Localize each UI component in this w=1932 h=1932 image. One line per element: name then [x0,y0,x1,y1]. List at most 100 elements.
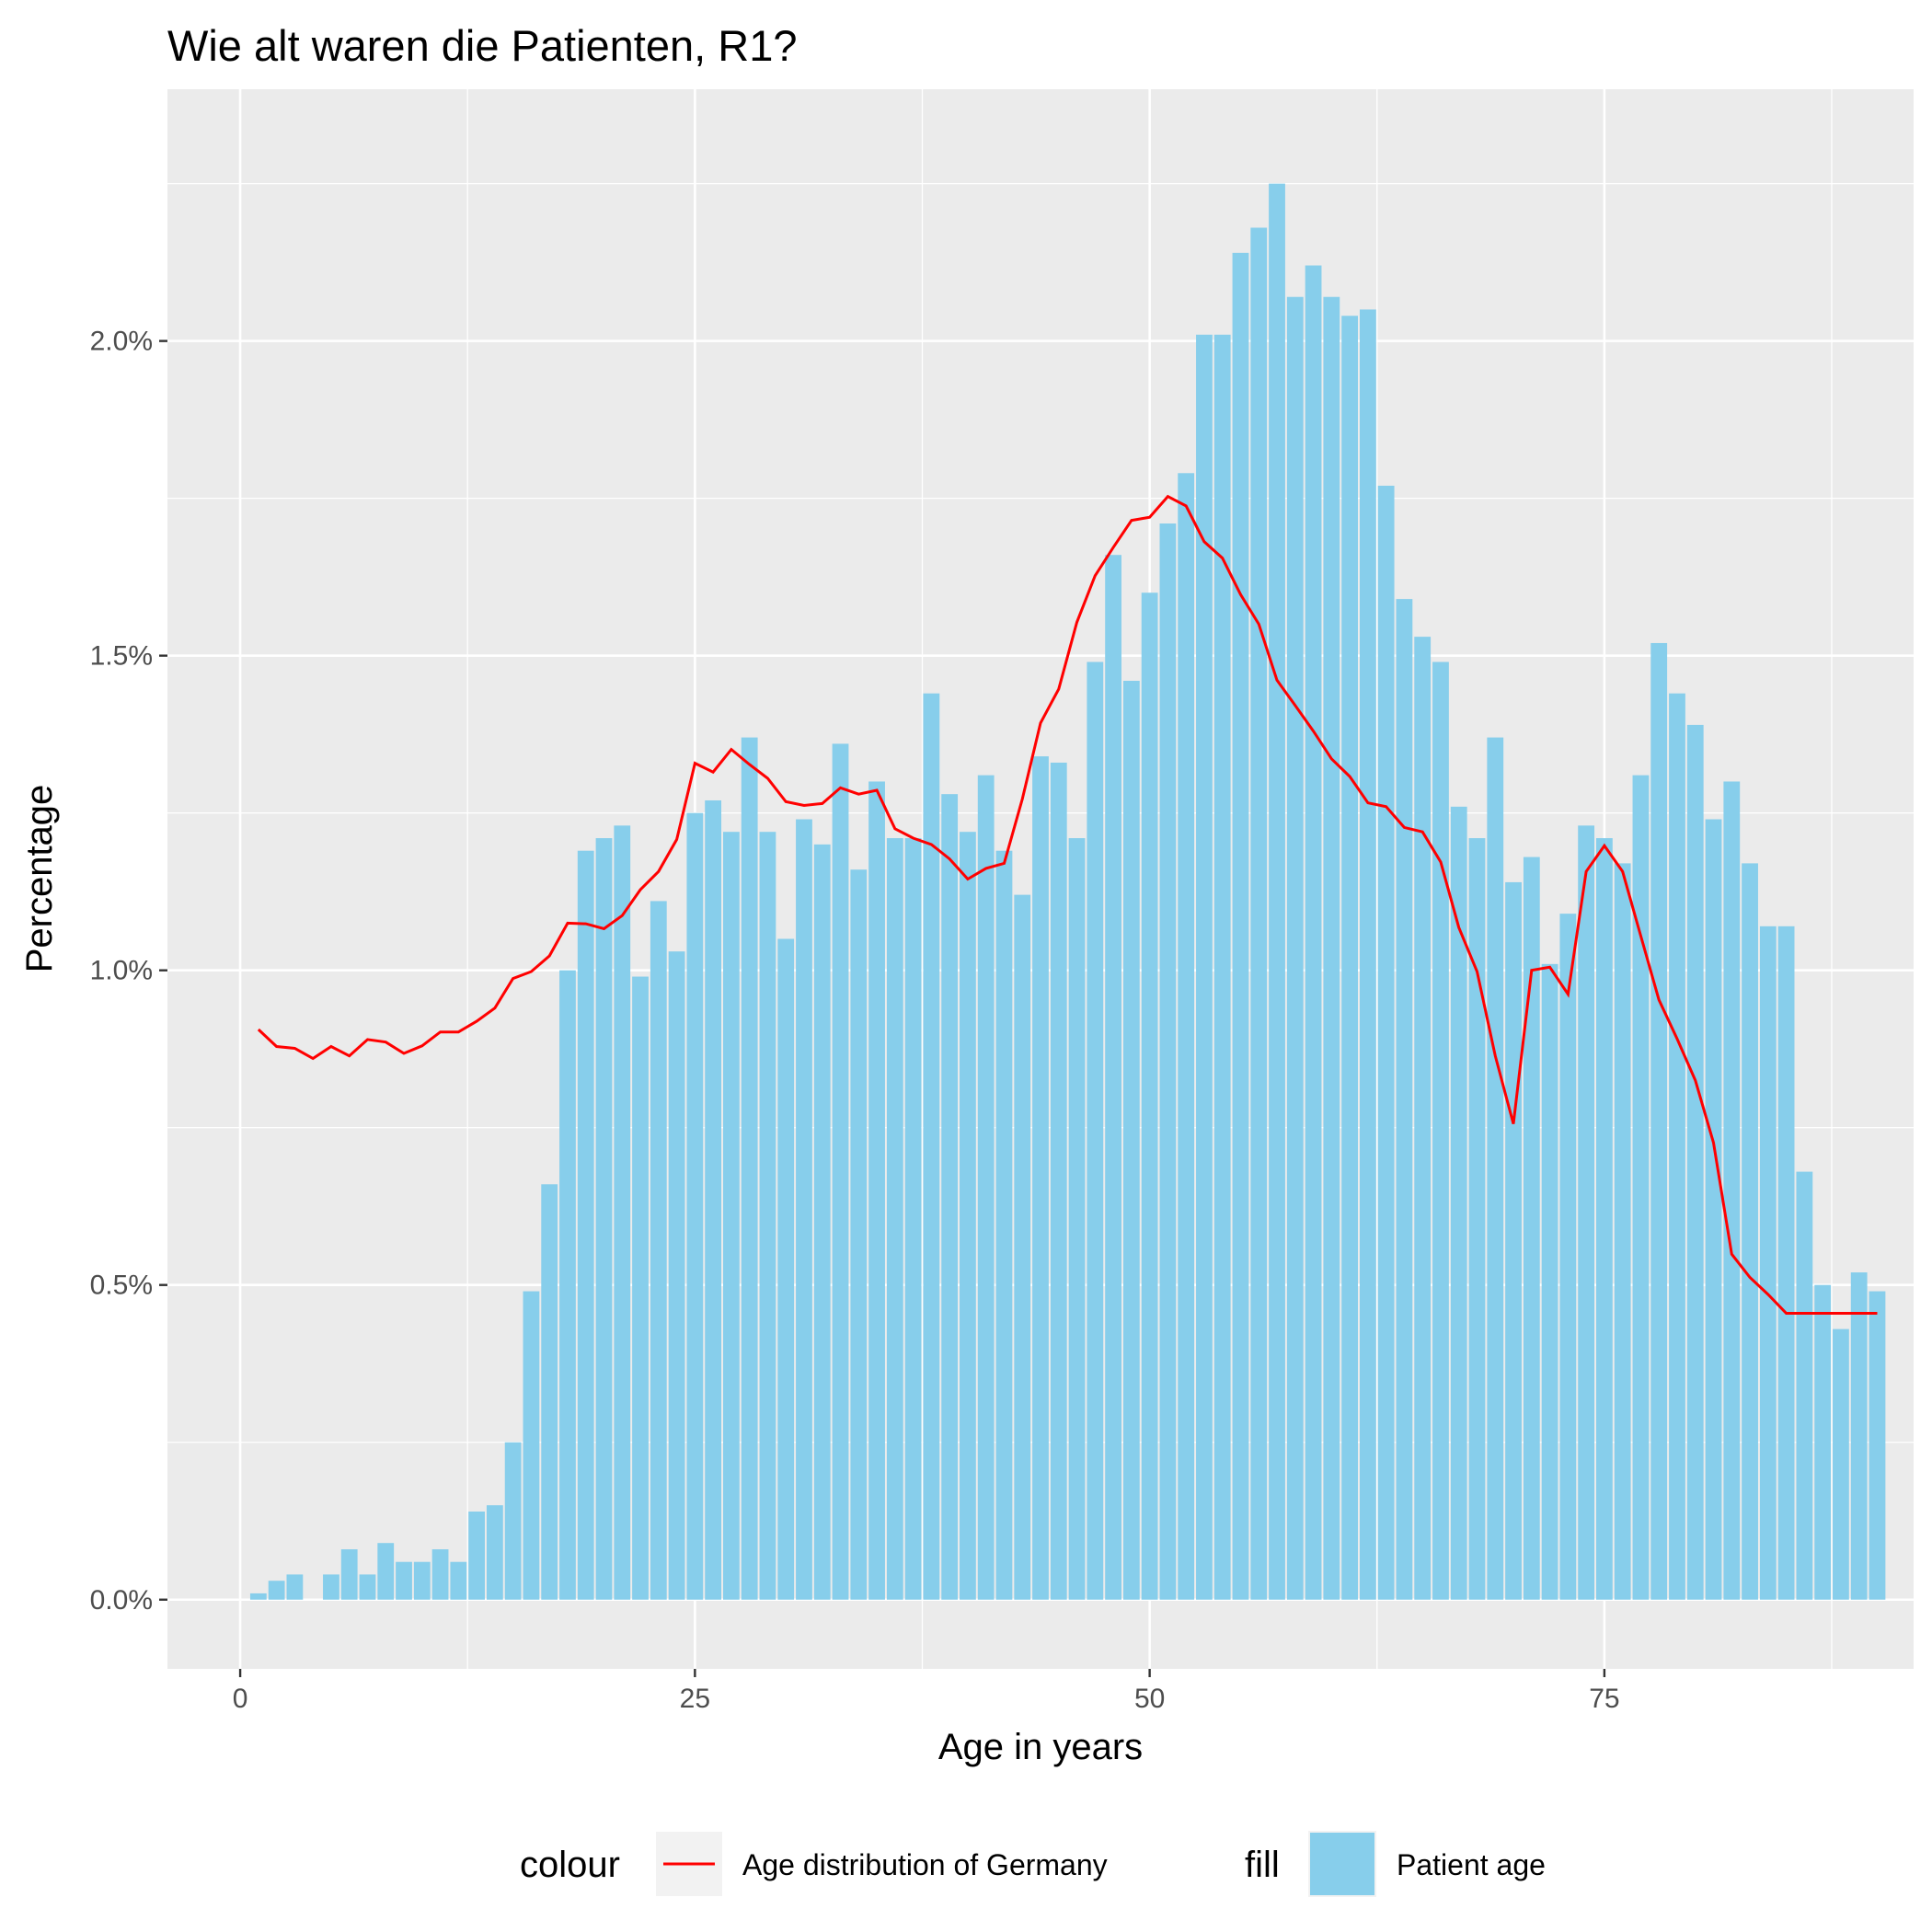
bar-age-64 [1396,599,1413,1600]
bar-age-19 [577,850,594,1600]
bar-age-68 [1468,838,1486,1600]
bar-age-79 [1669,693,1685,1600]
x-axis-title: Age in years [938,1727,1143,1767]
legend-fill-label: Patient age [1397,1848,1546,1881]
bar-age-50 [1141,592,1158,1600]
bar-age-41 [977,775,995,1600]
bar-age-77 [1632,775,1650,1600]
bar-age-16 [523,1291,540,1600]
bar-age-15 [504,1442,522,1600]
bar-age-74 [1578,825,1595,1600]
bar-age-76 [1614,863,1631,1600]
bar-age-73 [1559,914,1577,1600]
x-axis-ticks: 0 25 50 75 [233,1669,1620,1714]
bar-age-34 [850,869,868,1600]
y-tick-label: 2.0% [90,327,153,357]
germany-age-distribution-line [257,494,1878,1315]
bar-age-6 [340,1549,358,1600]
bar-age-23 [650,901,667,1600]
bar-age-80 [1686,724,1704,1600]
bar-age-13 [468,1511,486,1600]
bar-age-86 [1796,1171,1813,1600]
bar-age-27 [722,832,740,1600]
bar-age-67 [1450,806,1467,1600]
bar-age-43 [1014,894,1031,1600]
bar-age-81 [1705,819,1722,1600]
y-axis-ticks: 0.0% 0.5% 1.0% 1.5% 2.0% [90,327,167,1616]
bar-age-66 [1432,661,1449,1600]
bar-age-36 [886,838,903,1600]
bar-age-33 [832,743,849,1600]
bar-age-18 [559,970,576,1600]
bar-age-84 [1759,926,1777,1600]
x-tick-label: 75 [1589,1684,1619,1714]
bar-age-40 [960,832,976,1600]
x-tick-label: 0 [233,1684,248,1714]
bar-age-35 [868,781,885,1600]
bar-age-83 [1742,863,1758,1600]
legend-colour-title: colour [520,1845,620,1885]
bar-age-46 [1068,838,1086,1600]
bar-age-70 [1505,881,1522,1600]
bar-age-58 [1286,296,1304,1600]
bar-age-31 [796,819,812,1600]
bar-age-90 [1869,1291,1886,1600]
bar-age-30 [777,938,795,1600]
bar-age-9 [396,1561,412,1600]
bar-age-26 [705,799,722,1600]
y-axis-title: Percentage [19,785,60,973]
bar-age-78 [1650,642,1668,1600]
y-tick-label: 0.5% [90,1271,153,1301]
bar-age-60 [1323,296,1340,1600]
bar-age-56 [1250,227,1268,1600]
bar-age-75 [1595,838,1613,1600]
bar-age-3 [286,1574,304,1600]
bar-age-71 [1523,857,1540,1600]
bar-age-2 [268,1581,285,1600]
bar-age-87 [1814,1284,1832,1600]
bar-age-22 [632,976,649,1600]
bar-age-49 [1122,681,1140,1600]
legend: colour Age distribution of Germany fill … [520,1831,1546,1897]
bar-age-47 [1087,661,1104,1600]
bar-age-72 [1541,963,1558,1600]
bar-age-89 [1850,1272,1868,1600]
chart-title: Wie alt waren die Patienten, R1? [167,21,797,70]
bar-age-17 [541,1184,558,1600]
bar-age-44 [1032,756,1049,1600]
bar-age-39 [941,794,959,1600]
bar-age-85 [1777,926,1795,1600]
bar-age-45 [1050,762,1067,1600]
bar-age-62 [1359,309,1376,1600]
bar-age-57 [1269,183,1285,1600]
legend-fill-title: fill [1245,1845,1280,1885]
bar-age-5 [323,1574,339,1600]
bar-age-29 [759,832,776,1600]
bar-age-25 [686,812,704,1600]
bar-age-24 [668,951,685,1600]
bar-age-42 [995,850,1013,1600]
bar-age-8 [377,1543,395,1600]
bar-age-51 [1159,523,1177,1600]
y-tick-label: 1.5% [90,641,153,672]
x-tick-label: 25 [680,1684,710,1714]
bar-age-65 [1414,637,1432,1600]
bar-age-38 [923,693,940,1600]
bar-age-59 [1305,265,1322,1600]
bar-age-28 [741,737,758,1600]
bar-age-53 [1196,334,1213,1600]
bar-age-10 [413,1561,431,1600]
bar-age-54 [1213,334,1231,1600]
bar-age-69 [1487,737,1504,1600]
bar-age-21 [614,825,631,1600]
bar-age-20 [595,838,613,1600]
bar-age-37 [904,838,922,1600]
legend-fill-swatch [1308,1831,1376,1897]
bar-age-52 [1178,473,1195,1600]
bar-age-1 [249,1593,267,1600]
bar-age-7 [359,1574,376,1600]
bar-age-12 [450,1561,467,1600]
bar-age-63 [1377,485,1395,1600]
bar-age-48 [1105,555,1121,1600]
